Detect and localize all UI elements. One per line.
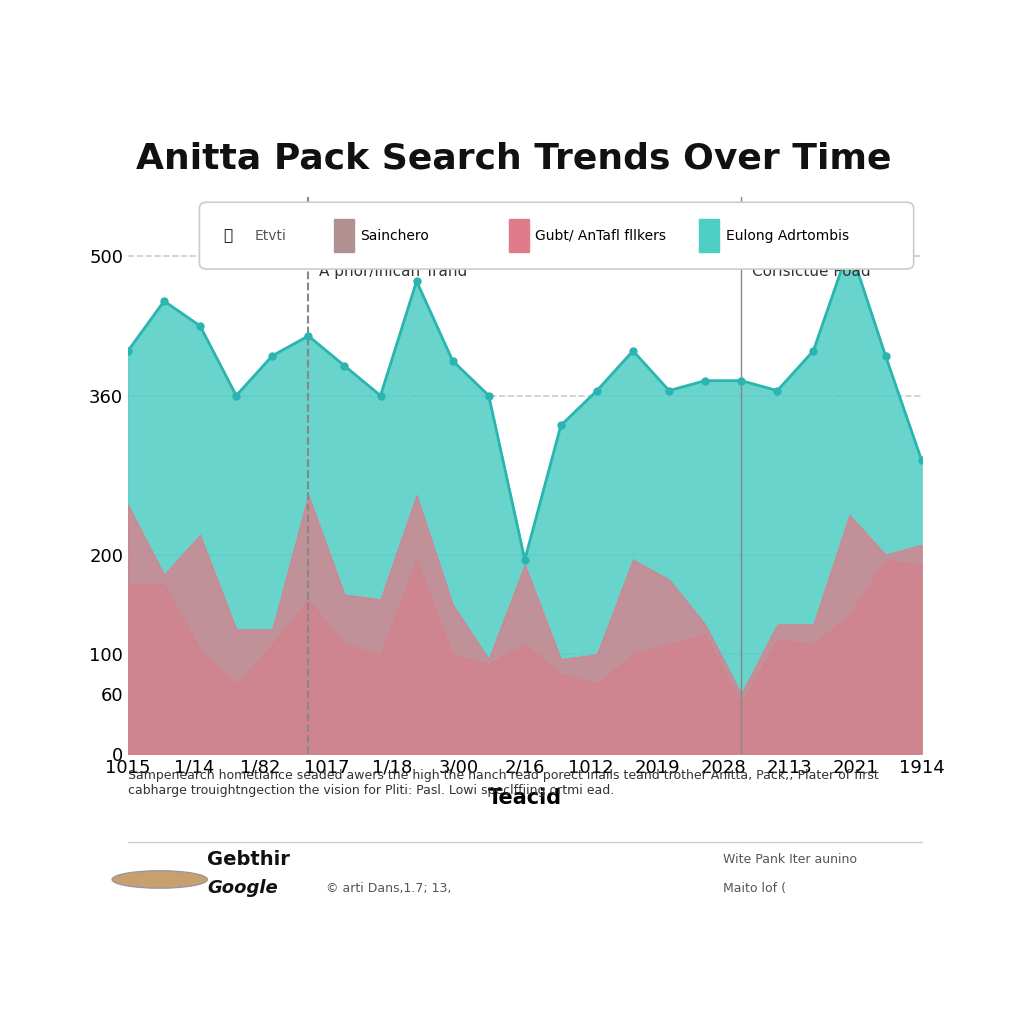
Bar <box>334 219 354 252</box>
Text: Sampenearch hometlance seaded awers the high the hanch read porect inails teand : Sampenearch hometlance seaded awers the … <box>128 769 879 798</box>
Text: Corisictue Poad: Corisictue Poad <box>752 264 870 280</box>
Text: Google: Google <box>207 880 279 897</box>
Text: 🔍: 🔍 <box>223 228 232 243</box>
X-axis label: Teacid: Teacid <box>487 787 562 808</box>
Bar <box>699 219 719 252</box>
Text: Sainchero: Sainchero <box>360 228 429 243</box>
Text: Etvti: Etvti <box>255 228 287 243</box>
Text: A phor/inican Trand: A phor/inican Trand <box>319 264 467 280</box>
Text: Gebthir: Gebthir <box>207 850 290 868</box>
Bar <box>509 219 528 252</box>
Text: Anitta Pack Search Trends Over Time: Anitta Pack Search Trends Over Time <box>136 141 892 175</box>
Circle shape <box>113 870 207 888</box>
Text: Maito lof (: Maito lof ( <box>723 882 786 895</box>
FancyBboxPatch shape <box>200 202 913 269</box>
Text: Eulong Adrtombis: Eulong Adrtombis <box>726 228 849 243</box>
Text: © arti Dans,1.7; 13,: © arti Dans,1.7; 13, <box>327 882 452 895</box>
Text: Gubt/ AnTafl fllkers: Gubt/ AnTafl fllkers <box>536 228 667 243</box>
Text: Wite Pank Iter aunino: Wite Pank Iter aunino <box>723 853 857 865</box>
